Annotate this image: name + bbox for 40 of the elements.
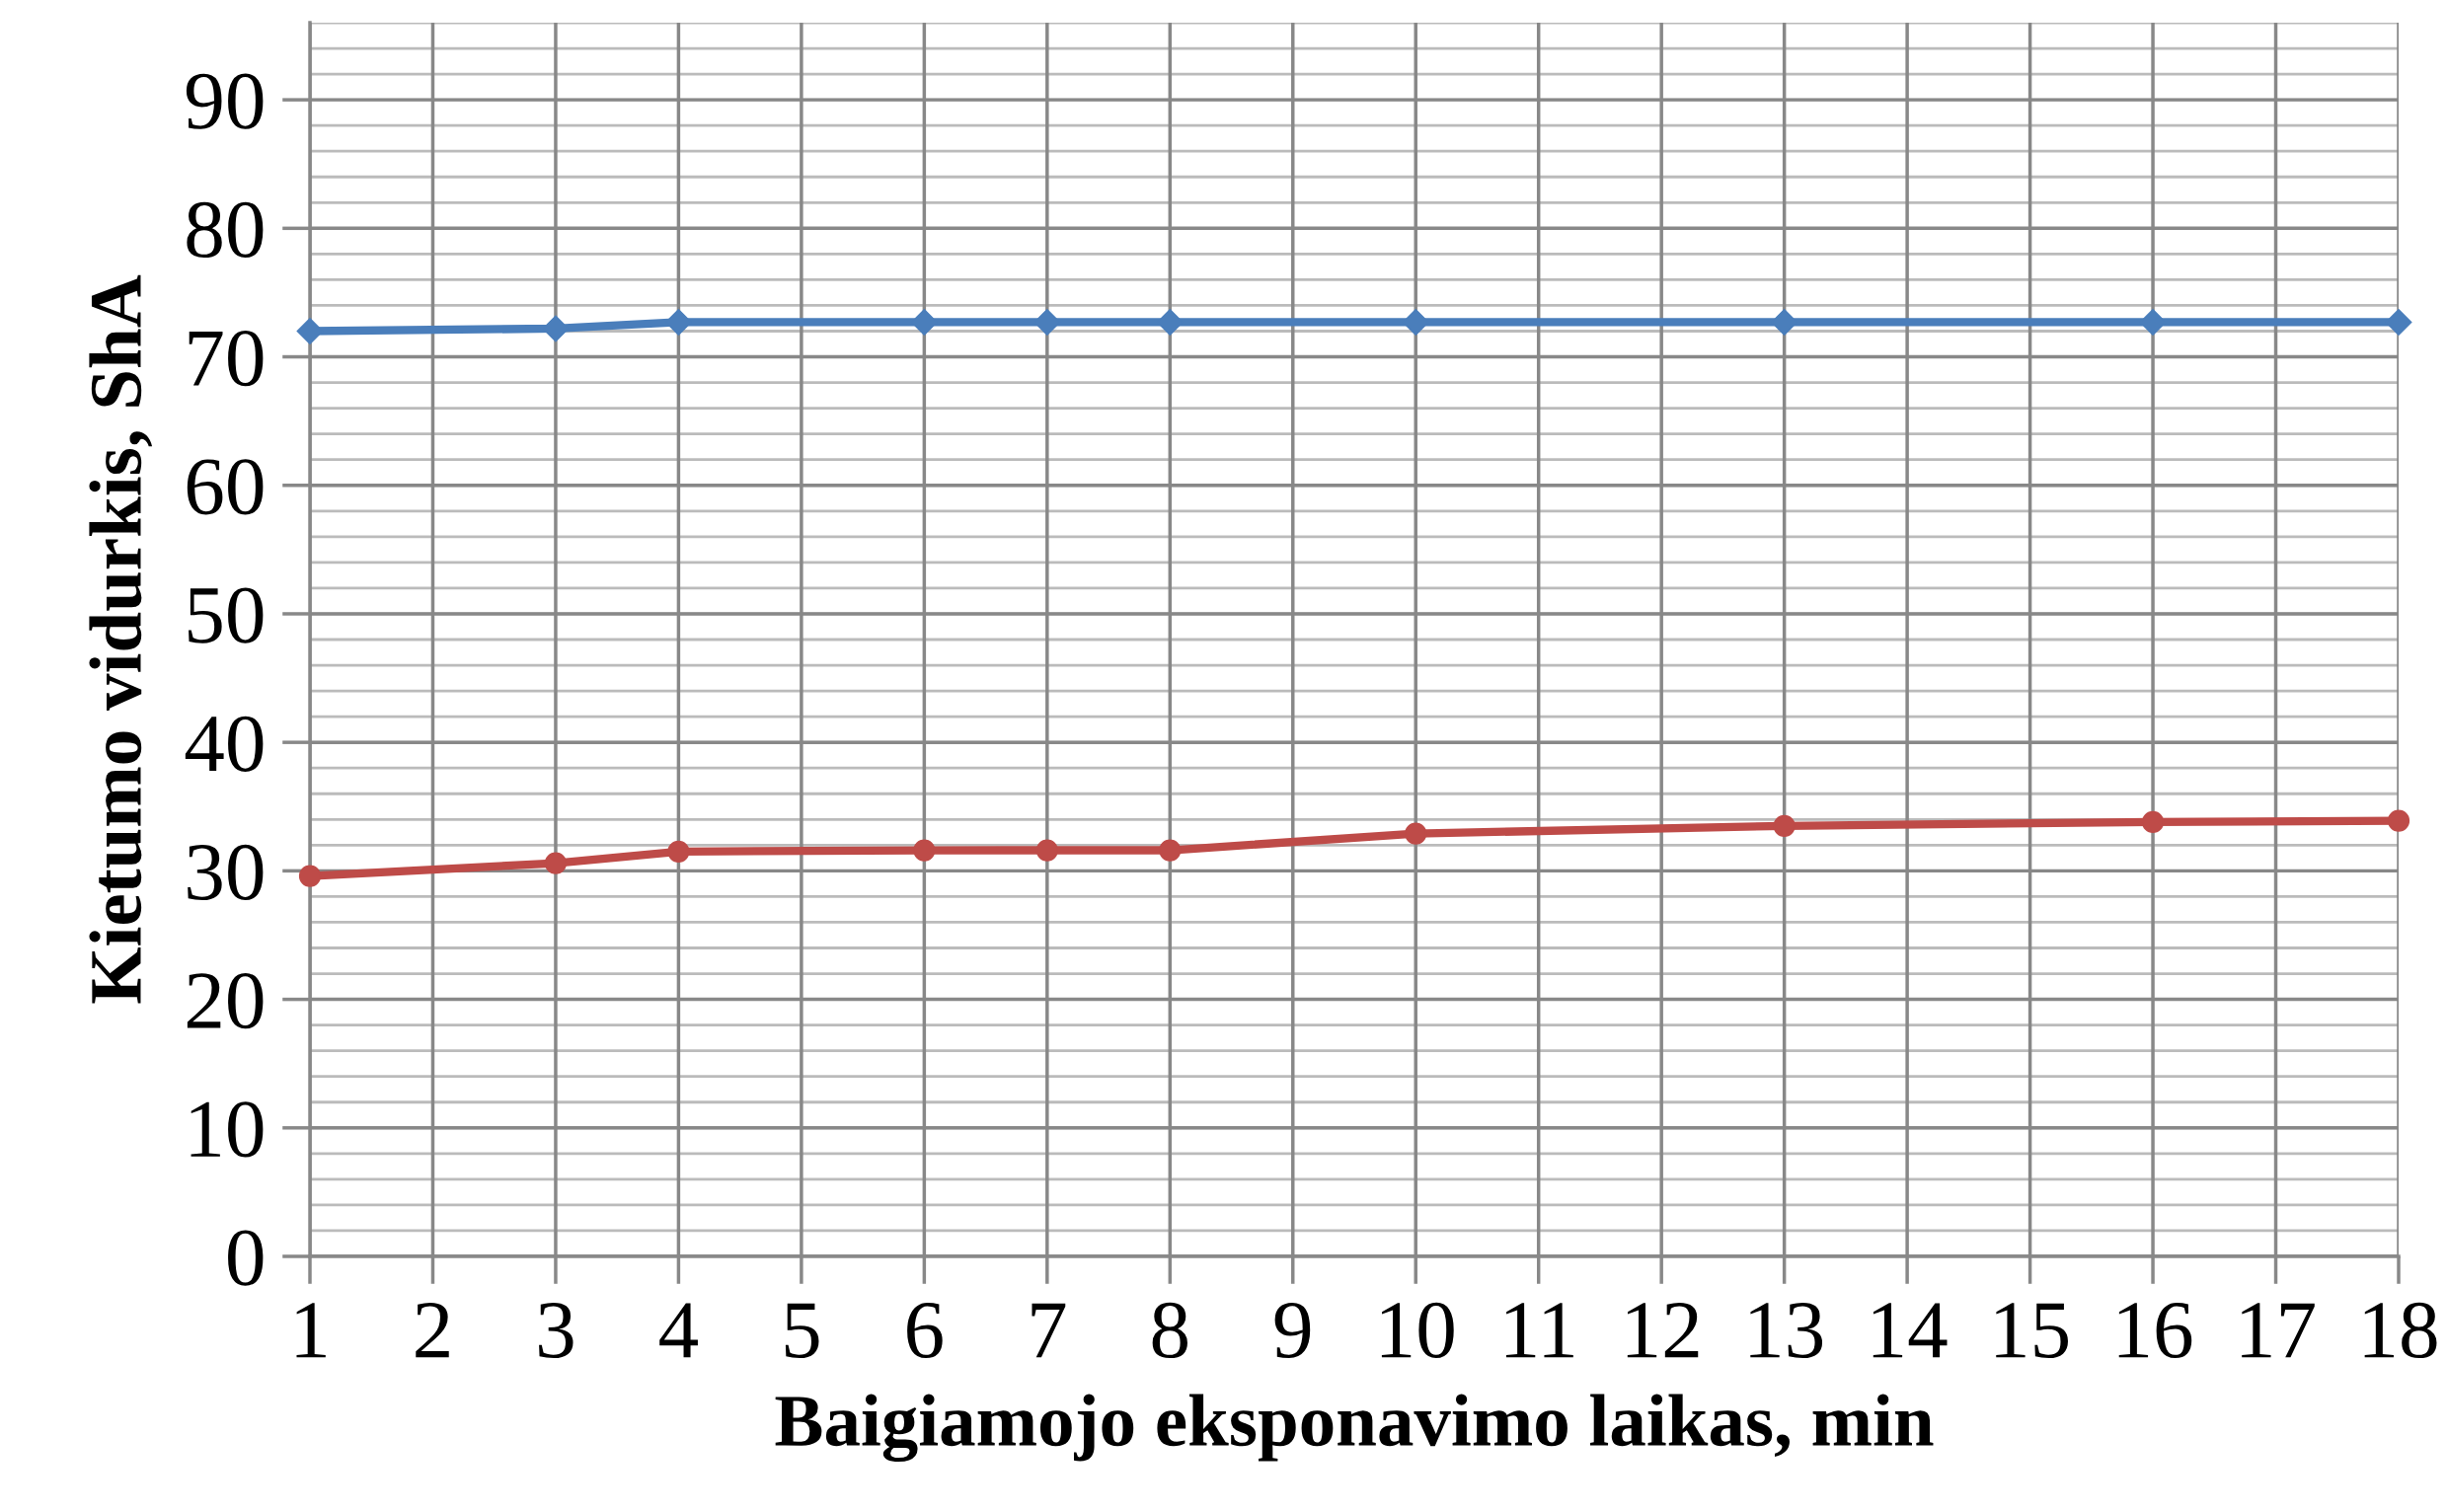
- y-tick-label: 20: [187, 973, 264, 1029]
- x-tick-label: 6: [907, 1303, 943, 1359]
- y-tick-label: 70: [189, 331, 264, 387]
- y-tick-label: 60: [187, 459, 264, 515]
- x-tick-label: 17: [2242, 1303, 2315, 1358]
- x-tick-label: 13: [1750, 1303, 1823, 1359]
- point: [2141, 810, 2165, 834]
- x-tick-label: 2: [416, 1303, 449, 1358]
- x-tick-label: 5: [785, 1303, 819, 1359]
- point: [2387, 809, 2410, 832]
- y-tick-label: 30: [188, 844, 264, 901]
- point: [667, 840, 690, 863]
- y-tick-label: 80: [187, 201, 264, 259]
- point: [298, 865, 322, 887]
- x-tick-label: 8: [1152, 1302, 1187, 1359]
- y-tick-label: 10: [191, 1101, 264, 1158]
- point: [544, 852, 568, 874]
- x-tick-label: 4: [659, 1303, 698, 1358]
- point: [1773, 814, 1796, 837]
- y-axis-title: Kietumo vidurkis, ShA: [89, 274, 153, 1004]
- x-tick-label: 3: [539, 1303, 574, 1359]
- point: [1405, 822, 1427, 845]
- y-tick-label: 50: [189, 587, 264, 643]
- x-tick-label: 15: [1996, 1303, 2068, 1359]
- point: [913, 839, 936, 862]
- y-tick-label: 90: [186, 73, 264, 129]
- point: [1035, 839, 1058, 862]
- x-tick-label: 7: [1032, 1303, 1066, 1358]
- x-tick-label: 10: [1381, 1302, 1454, 1359]
- x-tick-label: 11: [1505, 1303, 1573, 1358]
- x-tick-label: 12: [1627, 1303, 1699, 1358]
- x-tick-label: 18: [2364, 1302, 2437, 1359]
- y-tick-label: 40: [185, 716, 264, 772]
- point: [1159, 839, 1182, 862]
- x-axis-title: Baigiamojo eksponavimo laikas, min: [775, 1394, 1934, 1463]
- x-tick-label: 1: [296, 1303, 326, 1358]
- x-tick-label: 9: [1274, 1303, 1311, 1359]
- x-tick-label: 14: [1873, 1303, 1948, 1358]
- y-tick-label: 0: [228, 1230, 264, 1286]
- x-tick-label: 16: [2118, 1303, 2192, 1359]
